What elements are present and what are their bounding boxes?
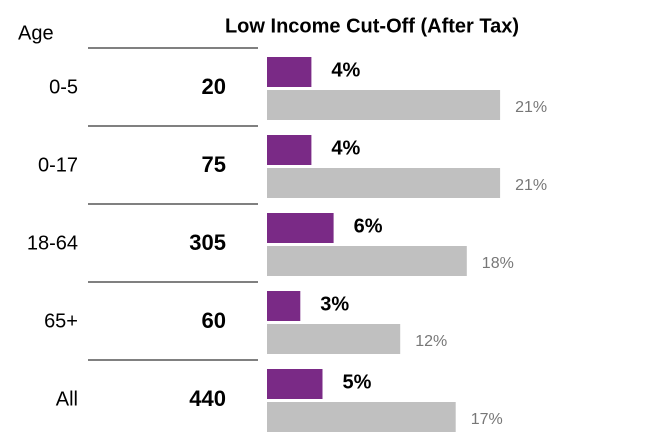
bar bbox=[267, 369, 323, 399]
value-label: 4% bbox=[331, 137, 360, 159]
category-label: 0-5 bbox=[49, 76, 78, 98]
bar bbox=[267, 291, 301, 321]
bar bbox=[267, 90, 501, 120]
value-label: 21% bbox=[515, 99, 547, 116]
value-label: 6% bbox=[354, 215, 383, 237]
chart-title: Low Income Cut-Off (After Tax) bbox=[225, 15, 519, 37]
value-label: 5% bbox=[343, 371, 372, 393]
bar bbox=[267, 324, 401, 354]
category-label: 0-17 bbox=[38, 154, 78, 176]
count-label: 60 bbox=[202, 308, 226, 333]
value-label: 3% bbox=[320, 293, 349, 315]
category-label: 18-64 bbox=[27, 232, 78, 254]
value-label: 4% bbox=[331, 59, 360, 81]
bar bbox=[267, 213, 334, 243]
category-label: 65+ bbox=[44, 310, 78, 332]
value-label: 21% bbox=[515, 177, 547, 194]
count-label: 20 bbox=[202, 74, 226, 99]
bar bbox=[267, 168, 501, 198]
value-label: 18% bbox=[482, 255, 514, 272]
bar bbox=[267, 135, 312, 165]
bar bbox=[267, 402, 456, 432]
bar bbox=[267, 57, 312, 87]
category-header: Age bbox=[18, 22, 54, 44]
count-label: 440 bbox=[189, 386, 226, 411]
count-label: 75 bbox=[202, 152, 226, 177]
bar bbox=[267, 246, 467, 276]
count-label: 305 bbox=[189, 230, 226, 255]
value-label: 12% bbox=[415, 333, 447, 350]
category-label: All bbox=[56, 388, 78, 410]
value-label: 17% bbox=[471, 411, 503, 428]
